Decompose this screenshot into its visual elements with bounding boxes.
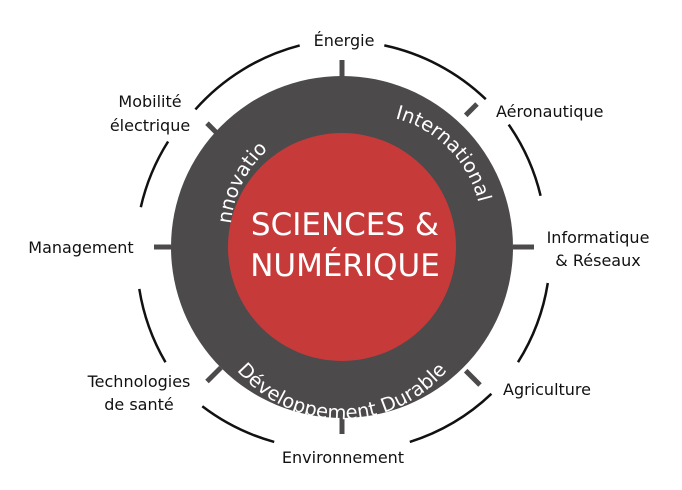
- label-mobilite-line2: électrique: [110, 116, 190, 135]
- label-environnement: Environnement: [282, 448, 404, 467]
- label-mobilite-line1: Mobilité: [118, 92, 181, 111]
- outer-arc-energie-aeronautique: [384, 44, 487, 101]
- label-informatique-line2: & Réseaux: [555, 251, 640, 270]
- outer-arc-agriculture-environnement: [409, 392, 493, 444]
- label-informatique-line1: Informatique: [547, 228, 650, 247]
- label-technologies-sante-line2: de santé: [104, 395, 173, 414]
- ticks: [154, 60, 534, 434]
- outer-arc-sante-management: [138, 288, 167, 363]
- tick-bottom-left: [205, 365, 223, 384]
- ring-label-innovation: Innovation: [0, 0, 271, 225]
- outer-arc-mobilite-energie: [194, 44, 301, 111]
- label-management: Management: [28, 238, 133, 257]
- core-circle: [228, 133, 456, 361]
- tick-bottom-right: [463, 368, 482, 387]
- outer-arc-management-mobilite: [139, 140, 170, 208]
- label-aeronautique: Aéronautique: [496, 102, 603, 121]
- svg-text:Innovation: Innovation: [0, 0, 271, 225]
- label-agriculture: Agriculture: [503, 380, 591, 399]
- label-energie: Énergie: [314, 31, 375, 50]
- tick-top-right: [463, 102, 479, 118]
- core-title-line1: SCIENCES &: [251, 207, 439, 243]
- outer-arc-aeronautique-informatique: [507, 123, 542, 197]
- outer-arc-environnement-sante: [201, 405, 275, 444]
- outer-ring: [138, 44, 550, 444]
- core-title-line2: NUMÉRIQUE: [250, 248, 440, 284]
- outer-arc-informatique-agriculture: [516, 282, 550, 363]
- label-technologies-sante-line1: Technologies: [87, 372, 191, 391]
